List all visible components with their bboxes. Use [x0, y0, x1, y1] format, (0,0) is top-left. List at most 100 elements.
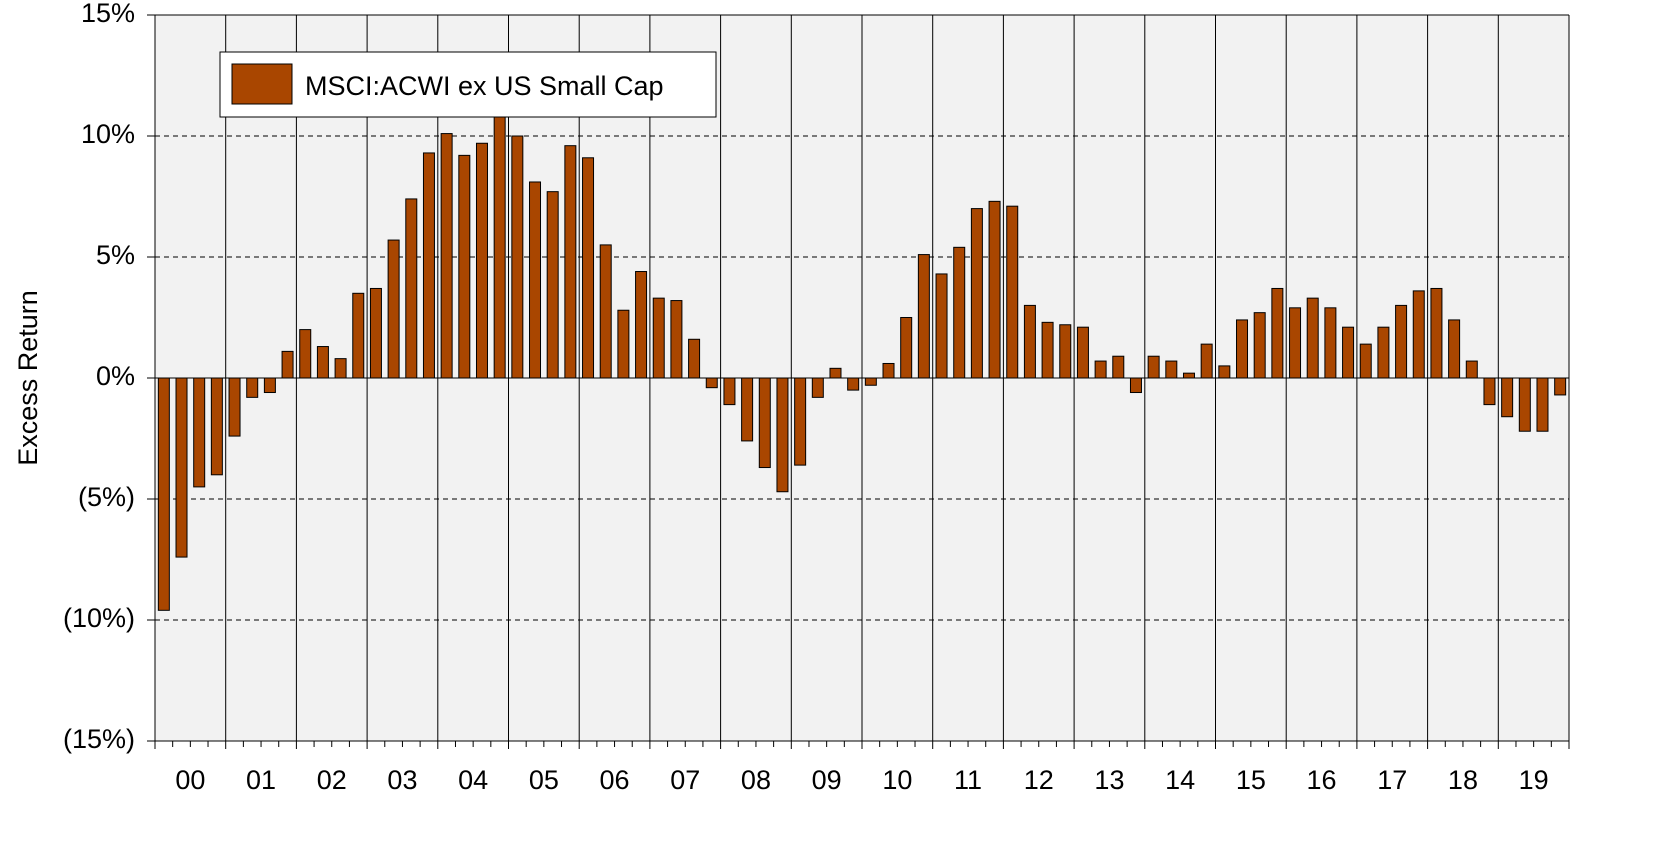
bar — [617, 309, 630, 379]
bar — [741, 377, 754, 442]
y-tick-label: (5%) — [78, 482, 135, 512]
x-tick-label: 18 — [1448, 765, 1478, 795]
bar — [175, 377, 188, 558]
bar — [334, 358, 347, 379]
x-tick-label: 07 — [670, 765, 700, 795]
y-tick-label: 5% — [96, 240, 135, 270]
bar — [352, 292, 365, 379]
bar — [1536, 377, 1549, 432]
x-tick-label: 09 — [812, 765, 842, 795]
bar — [511, 135, 524, 379]
bar — [475, 142, 488, 379]
bar — [811, 377, 824, 398]
bar — [917, 254, 930, 379]
bar — [1342, 326, 1355, 379]
legend-label: MSCI:ACWI ex US Small Cap — [305, 71, 664, 101]
bar — [1094, 360, 1107, 379]
bar — [847, 377, 860, 391]
bar — [1129, 377, 1142, 394]
x-tick-label: 14 — [1165, 765, 1195, 795]
bar — [246, 377, 259, 398]
bar — [864, 377, 877, 386]
bar — [1006, 205, 1019, 379]
bar — [1324, 307, 1337, 379]
bar — [281, 350, 294, 379]
bar — [369, 287, 382, 379]
bar — [1165, 360, 1178, 379]
x-tick-label: 06 — [600, 765, 630, 795]
x-tick-label: 08 — [741, 765, 771, 795]
bar — [1483, 377, 1496, 406]
legend-box — [219, 51, 717, 118]
bar — [1289, 307, 1302, 379]
y-tick-label: 15% — [81, 0, 135, 28]
bar — [1076, 326, 1089, 379]
bar — [1236, 319, 1249, 379]
bar — [1271, 287, 1284, 379]
bar — [193, 377, 206, 488]
bar — [1200, 343, 1213, 379]
bar — [688, 338, 701, 379]
bar — [599, 244, 612, 379]
bar — [1554, 377, 1567, 396]
y-tick-label: (10%) — [63, 603, 135, 633]
legend-swatch — [231, 63, 293, 105]
bar — [1218, 365, 1231, 379]
bar — [935, 273, 948, 379]
bar — [564, 145, 577, 379]
x-tick-label: 05 — [529, 765, 559, 795]
bar — [652, 297, 665, 379]
bar — [988, 200, 1001, 379]
bar — [1041, 321, 1054, 379]
bar — [1448, 319, 1461, 379]
bar — [1059, 324, 1072, 379]
x-tick-label: 10 — [882, 765, 912, 795]
bar — [1501, 377, 1514, 418]
bar — [1395, 304, 1408, 379]
bar — [458, 154, 471, 379]
bar — [316, 346, 329, 379]
bar — [1182, 372, 1195, 379]
bar — [387, 239, 400, 379]
bar — [1465, 360, 1478, 379]
x-tick-label: 04 — [458, 765, 488, 795]
bar — [405, 198, 418, 379]
bar — [882, 362, 895, 379]
bar — [758, 377, 771, 469]
bar — [582, 157, 595, 379]
bar — [157, 377, 170, 611]
bar — [670, 300, 683, 379]
x-tick-label: 00 — [175, 765, 205, 795]
x-tick-label: 01 — [246, 765, 276, 795]
x-tick-label: 16 — [1307, 765, 1337, 795]
x-tick-label: 03 — [387, 765, 417, 795]
x-tick-label: 02 — [317, 765, 347, 795]
bar — [1359, 343, 1372, 379]
bar — [1518, 377, 1531, 432]
bar — [1023, 304, 1036, 379]
bar — [529, 181, 542, 379]
bar — [228, 377, 241, 437]
bar — [970, 208, 983, 379]
bar — [422, 152, 435, 379]
bar — [635, 271, 648, 379]
bar — [953, 246, 966, 379]
bar — [210, 377, 223, 476]
bar — [1253, 312, 1266, 379]
x-tick-label: 19 — [1519, 765, 1549, 795]
bar — [440, 133, 453, 379]
bar — [829, 367, 842, 379]
bar — [1147, 355, 1160, 379]
bar — [1112, 355, 1125, 379]
bar — [794, 377, 807, 466]
x-tick-label: 11 — [954, 765, 982, 795]
y-tick-label: 10% — [81, 119, 135, 149]
y-tick-label: 0% — [96, 361, 135, 391]
bar — [493, 116, 506, 379]
y-axis-label: Excess Return — [13, 290, 43, 466]
x-tick-label: 13 — [1094, 765, 1124, 795]
bar — [705, 377, 718, 389]
bar — [299, 329, 312, 379]
x-tick-label: 12 — [1024, 765, 1054, 795]
